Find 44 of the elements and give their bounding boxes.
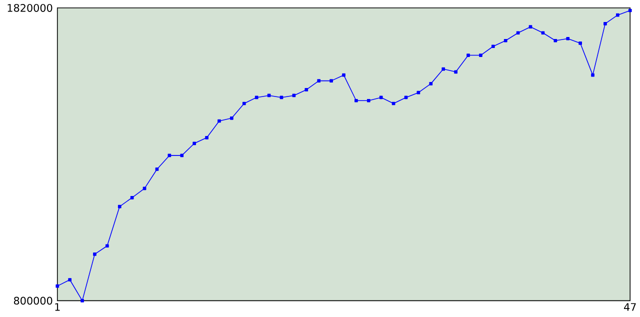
point [578,42,582,46]
point [192,142,196,146]
point [106,244,109,248]
point [516,31,520,35]
point [130,196,134,200]
point [466,54,470,58]
y-tick-label: 1820000 [8,4,52,12]
point [330,79,333,83]
point [554,39,558,43]
point [93,252,96,256]
point [591,74,594,77]
point [342,74,346,77]
point [604,22,607,26]
point [504,39,508,43]
y-tick-label: 800000 [14,297,52,305]
point [230,116,234,120]
point [242,102,246,106]
point [56,284,60,288]
point [442,68,446,71]
point [218,120,221,123]
point [80,299,84,303]
point [616,14,620,17]
point [304,88,308,92]
point [454,70,458,74]
point [628,9,632,12]
point [379,96,383,100]
x-tick-label: 47 [624,303,636,312]
x-tick-label: 1 [55,303,60,312]
point [541,31,545,35]
point [566,37,570,41]
point [118,205,122,208]
point [180,154,184,158]
point [155,168,159,172]
point [416,91,420,95]
point [479,54,482,58]
point [68,278,72,282]
point [491,44,495,48]
point [354,99,358,103]
point [528,25,532,29]
point [366,99,370,103]
point [317,79,321,83]
point [205,136,208,140]
point [429,82,433,86]
point [254,96,258,100]
